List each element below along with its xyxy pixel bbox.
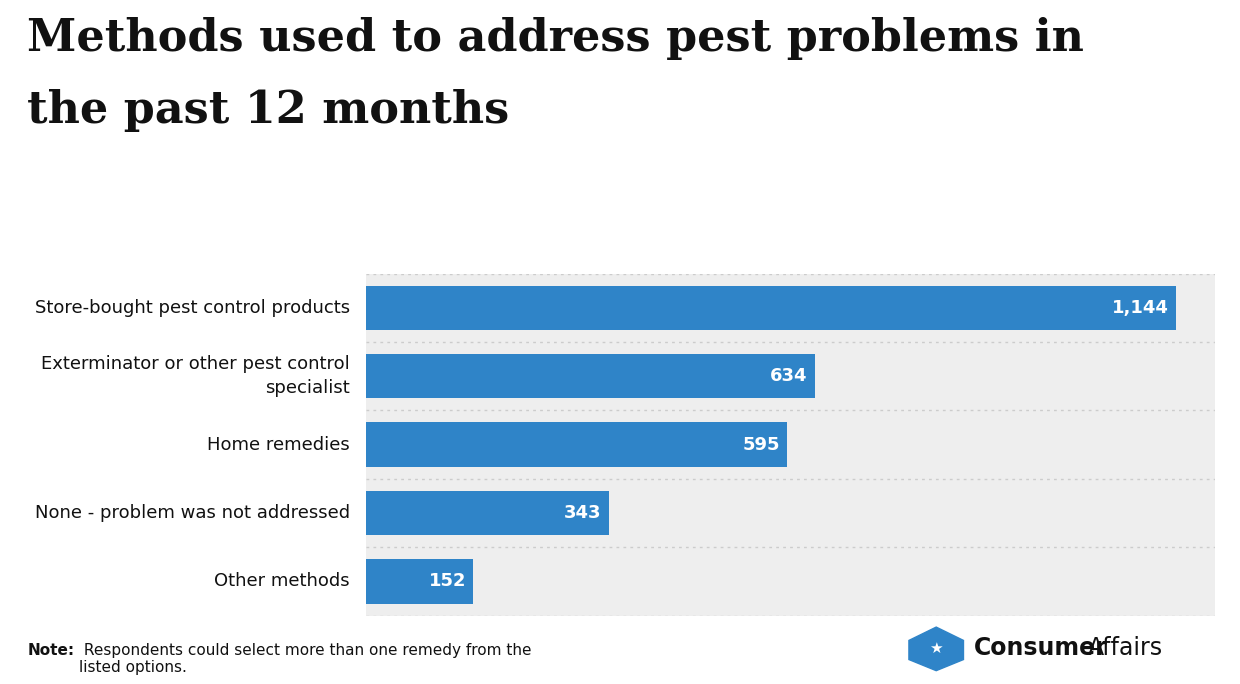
Bar xyxy=(366,479,1215,547)
Text: Methods used to address pest problems in: Methods used to address pest problems in xyxy=(27,17,1084,60)
Bar xyxy=(366,342,1215,410)
Text: Home remedies: Home remedies xyxy=(207,436,350,453)
Text: 152: 152 xyxy=(429,573,466,590)
Text: 595: 595 xyxy=(743,436,780,453)
Text: Store-bought pest control products: Store-bought pest control products xyxy=(35,299,350,317)
Text: Consumer: Consumer xyxy=(973,636,1107,661)
Bar xyxy=(366,354,815,398)
Text: Other methods: Other methods xyxy=(215,573,350,590)
Text: 1,144: 1,144 xyxy=(1111,299,1168,317)
Text: the past 12 months: the past 12 months xyxy=(27,89,510,132)
Bar xyxy=(366,286,1176,330)
Bar xyxy=(366,491,609,535)
Bar xyxy=(366,560,474,604)
Text: ★: ★ xyxy=(930,641,942,656)
Bar xyxy=(366,422,787,466)
Text: Note:: Note: xyxy=(27,643,74,658)
Text: Respondents could select more than one remedy from the
listed options.: Respondents could select more than one r… xyxy=(79,643,532,675)
Bar xyxy=(366,410,1215,479)
Text: Affairs: Affairs xyxy=(1087,636,1163,661)
Bar xyxy=(366,547,1215,616)
Text: Exterminator or other pest control
specialist: Exterminator or other pest control speci… xyxy=(41,356,350,397)
Text: 343: 343 xyxy=(564,504,601,522)
Text: 634: 634 xyxy=(770,367,807,385)
Bar xyxy=(366,274,1215,342)
Text: None - problem was not addressed: None - problem was not addressed xyxy=(35,504,350,522)
